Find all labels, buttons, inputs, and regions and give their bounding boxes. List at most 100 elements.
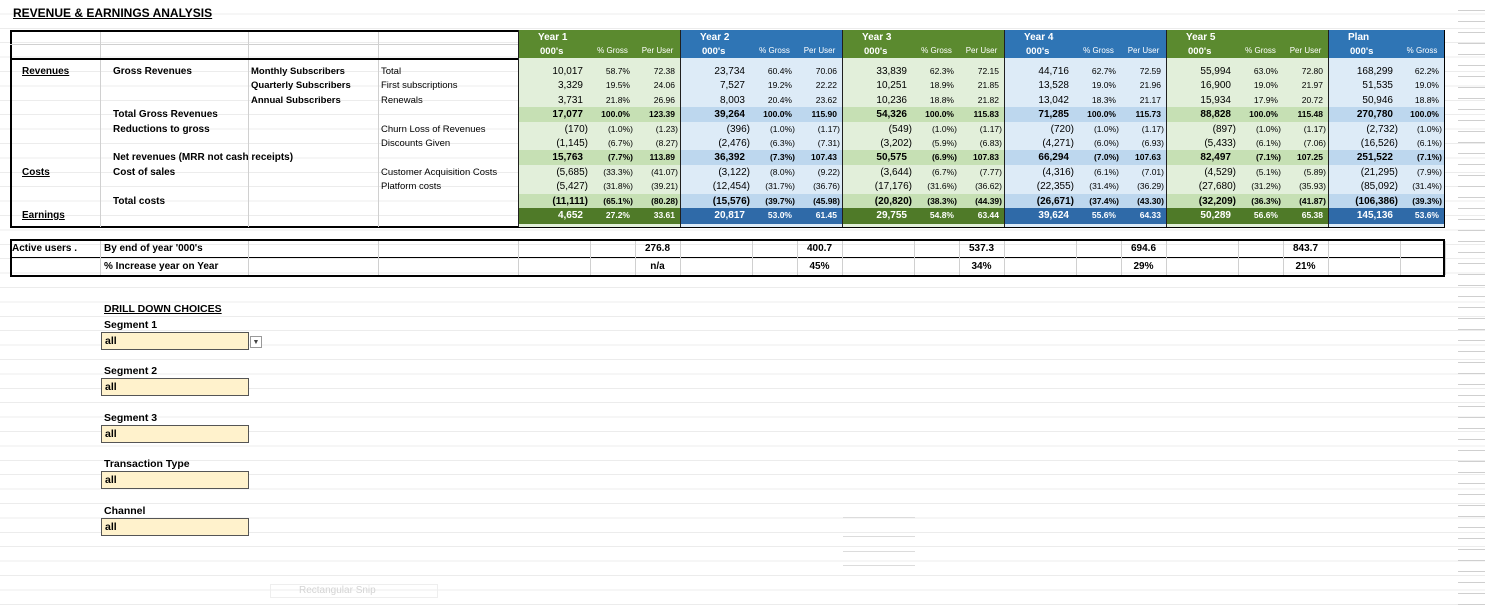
cell-value: (4,316): [1042, 166, 1074, 178]
period-name: Year 1: [538, 32, 568, 43]
row-label: Discounts Given: [381, 138, 451, 149]
cell-value: 10,017: [552, 66, 583, 77]
cell-value: (80.28): [651, 195, 678, 206]
cell-value: (31.4%): [1412, 181, 1442, 192]
column-line: [680, 241, 681, 275]
total-row-fill: [519, 150, 680, 165]
cell-value: (43.30): [1137, 195, 1164, 206]
cell-value: 100.0%: [1410, 109, 1439, 120]
cell-value: (9.22): [817, 166, 840, 177]
column-line: [914, 241, 915, 275]
cell-value: 44,716: [1038, 66, 1069, 77]
column-line: [378, 32, 379, 227]
sheet-edge: [1458, 0, 1485, 614]
column-line: [1283, 241, 1284, 275]
column-header: % Gross: [921, 46, 952, 55]
cell-value: 27.2%: [605, 210, 630, 220]
cell-value: (44.39): [975, 195, 1002, 206]
cell-value: 63.44: [977, 210, 999, 220]
field-input[interactable]: all: [101, 332, 249, 350]
column-header: % Gross: [759, 46, 790, 55]
column-line: [1400, 241, 1401, 275]
cell-value: (6.3%): [769, 138, 795, 148]
cell-value: (7.1%): [1416, 152, 1442, 163]
column-header: 000's: [864, 46, 888, 57]
cell-value: 54.8%: [929, 210, 954, 220]
column-header: Per User: [803, 46, 836, 55]
field-label: Segment 1: [104, 319, 158, 331]
earnings-row-fill: [519, 208, 680, 225]
field-input[interactable]: all: [101, 378, 249, 397]
cell-value: 270,780: [1356, 109, 1393, 121]
cell-value: (1.23): [655, 123, 678, 134]
column-line: [1445, 241, 1446, 275]
cell-value: 123.39: [649, 109, 675, 120]
cell-value: 23.62: [815, 94, 837, 105]
column-line: [959, 241, 960, 275]
column-line: [590, 241, 591, 275]
period-header: [680, 30, 842, 58]
earnings-row-fill: [1005, 208, 1166, 225]
cell-value: 21.82: [977, 94, 999, 105]
dropdown-button[interactable]: ▼: [250, 336, 262, 348]
period-header: [518, 30, 680, 58]
cell-value: 107.63: [1135, 152, 1161, 163]
cell-value: 115.48: [1297, 109, 1323, 120]
cell-value: (15,576): [712, 195, 750, 207]
field-input[interactable]: all: [101, 424, 249, 443]
cell-value: (2,476): [718, 138, 750, 149]
period-name: Plan: [1348, 32, 1370, 43]
row-label: Costs: [22, 166, 50, 178]
users-row-label: % Increase year on Year: [104, 261, 219, 272]
cell-value: 21.96: [1139, 80, 1161, 91]
field-input[interactable]: all: [101, 471, 249, 490]
cell-value: (7.3%): [769, 152, 795, 163]
cell-value: (3,644): [880, 166, 912, 178]
cell-value: (1.17): [1141, 123, 1164, 134]
faint-line: [843, 536, 915, 537]
users-frame: [10, 239, 1445, 277]
cell-value: 21.17: [1139, 94, 1161, 105]
cell-value: 115.90: [811, 109, 837, 120]
cell-value: (7.06): [1303, 138, 1326, 148]
cell-value: 18.9%: [929, 80, 954, 91]
cell-value: (22,355): [1036, 181, 1074, 193]
column-header: % Gross: [1083, 46, 1114, 55]
cell-value: (5,433): [1204, 138, 1236, 149]
row-label: Net revenues (MRR not cash receipts): [113, 152, 294, 164]
cell-value: 107.83: [973, 152, 999, 163]
column-line: [1004, 241, 1005, 275]
cell-value: (65.1%): [603, 195, 633, 206]
cell-value: 3,731: [557, 94, 583, 106]
cell-value: (5.9%): [931, 138, 957, 148]
period-header: [1004, 30, 1166, 58]
cell-value: (1.0%): [607, 123, 633, 134]
cell-value: 107.25: [1297, 152, 1323, 163]
cell-value: 17.9%: [1253, 94, 1278, 105]
users-value: 21%: [1295, 261, 1316, 272]
total-row-fill: [681, 193, 842, 208]
cell-value: 72.15: [977, 66, 999, 76]
period-header: [1166, 30, 1328, 58]
cell-value: 50,289: [1200, 210, 1231, 221]
cell-value: (31.8%): [603, 181, 633, 192]
column-header: 000's: [1350, 46, 1374, 57]
row-label: Customer Acquisition Costs: [381, 166, 498, 178]
row-label: Earnings: [22, 210, 65, 221]
cell-value: 39,624: [1038, 210, 1069, 221]
column-header: 000's: [1026, 46, 1050, 57]
cell-value: (31.6%): [927, 181, 957, 192]
row-label: First subscriptions: [381, 80, 458, 92]
cell-value: (549): [888, 123, 912, 135]
field-input[interactable]: all: [101, 517, 249, 536]
cell-value: (41.07): [651, 166, 678, 177]
cell-value: 19.0%: [1253, 80, 1278, 91]
row-label: Total: [381, 66, 402, 77]
cell-value: (39.21): [651, 181, 678, 192]
column-line: [378, 241, 379, 275]
column-line: [1166, 241, 1167, 275]
period-name: Year 2: [700, 32, 730, 43]
column-line: [100, 32, 101, 227]
cell-value: (6.1%): [1093, 166, 1119, 177]
cell-value: 100.0%: [1087, 109, 1116, 120]
